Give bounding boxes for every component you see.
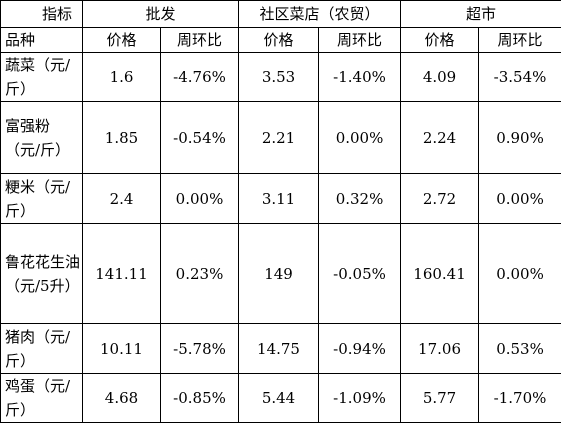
cell-value: -0.05% bbox=[319, 224, 401, 324]
cell-value: 160.41 bbox=[401, 224, 479, 324]
cell-value: 2.21 bbox=[239, 102, 319, 174]
cell-value: 2.72 bbox=[401, 174, 479, 224]
subheader-row: 品种价格周环比价格周环比价格周环比 bbox=[1, 28, 561, 53]
column-header: 价格 bbox=[83, 28, 161, 53]
cell-value: -4.76% bbox=[161, 53, 239, 102]
cell-value: 0.00% bbox=[479, 174, 561, 224]
cell-value: -0.85% bbox=[161, 374, 239, 423]
corner-label: 品种 bbox=[1, 28, 83, 53]
cell-value: -0.94% bbox=[319, 324, 401, 374]
data-row: 鸡蛋（元/斤）4.68-0.85%5.44-1.09%5.77-1.70% bbox=[1, 374, 561, 423]
cell-value: 149 bbox=[239, 224, 319, 324]
cell-value: 0.00% bbox=[161, 174, 239, 224]
cell-value: 4.68 bbox=[83, 374, 161, 423]
column-header: 周环比 bbox=[319, 28, 401, 53]
cell-value: 2.24 bbox=[401, 102, 479, 174]
cell-value: -0.54% bbox=[161, 102, 239, 174]
item-name: 富强粉（元/斤） bbox=[1, 102, 83, 174]
cell-value: 3.11 bbox=[239, 174, 319, 224]
column-header: 周环比 bbox=[479, 28, 561, 53]
column-header: 价格 bbox=[401, 28, 479, 53]
data-row: 蔬菜（元/斤）1.6-4.76%3.53-1.40%4.09-3.54% bbox=[1, 53, 561, 102]
column-header: 周环比 bbox=[161, 28, 239, 53]
cell-value: -3.54% bbox=[479, 53, 561, 102]
column-header: 价格 bbox=[239, 28, 319, 53]
item-name: 粳米（元/斤） bbox=[1, 174, 83, 224]
header-row: 指标批发社区菜店（农贸）超市 bbox=[1, 1, 561, 28]
cell-value: 4.09 bbox=[401, 53, 479, 102]
cell-value: 3.53 bbox=[239, 53, 319, 102]
cell-value: -1.09% bbox=[319, 374, 401, 423]
cell-value: 17.06 bbox=[401, 324, 479, 374]
cell-value: 14.75 bbox=[239, 324, 319, 374]
group-header: 社区菜店（农贸） bbox=[239, 1, 401, 28]
cell-value: 0.23% bbox=[161, 224, 239, 324]
cell-value: 141.11 bbox=[83, 224, 161, 324]
cell-value: 1.6 bbox=[83, 53, 161, 102]
group-header: 批发 bbox=[83, 1, 239, 28]
item-name: 蔬菜（元/斤） bbox=[1, 53, 83, 102]
cell-value: 5.44 bbox=[239, 374, 319, 423]
item-name: 鲁花花生油（元/5升） bbox=[1, 224, 83, 324]
item-name: 猪肉（元/斤） bbox=[1, 324, 83, 374]
cell-value: 0.00% bbox=[479, 224, 561, 324]
cell-value: 5.77 bbox=[401, 374, 479, 423]
cell-value: 10.11 bbox=[83, 324, 161, 374]
item-name: 鸡蛋（元/斤） bbox=[1, 374, 83, 423]
corner-label: 指标 bbox=[1, 1, 83, 28]
cell-value: -1.70% bbox=[479, 374, 561, 423]
cell-value: 0.90% bbox=[479, 102, 561, 174]
cell-value: 1.85 bbox=[83, 102, 161, 174]
cell-value: 0.32% bbox=[319, 174, 401, 224]
cell-value: 0.00% bbox=[319, 102, 401, 174]
cell-value: 2.4 bbox=[83, 174, 161, 224]
cell-value: -5.78% bbox=[161, 324, 239, 374]
cell-value: 0.53% bbox=[479, 324, 561, 374]
group-header: 超市 bbox=[401, 1, 561, 28]
cell-value: -1.40% bbox=[319, 53, 401, 102]
